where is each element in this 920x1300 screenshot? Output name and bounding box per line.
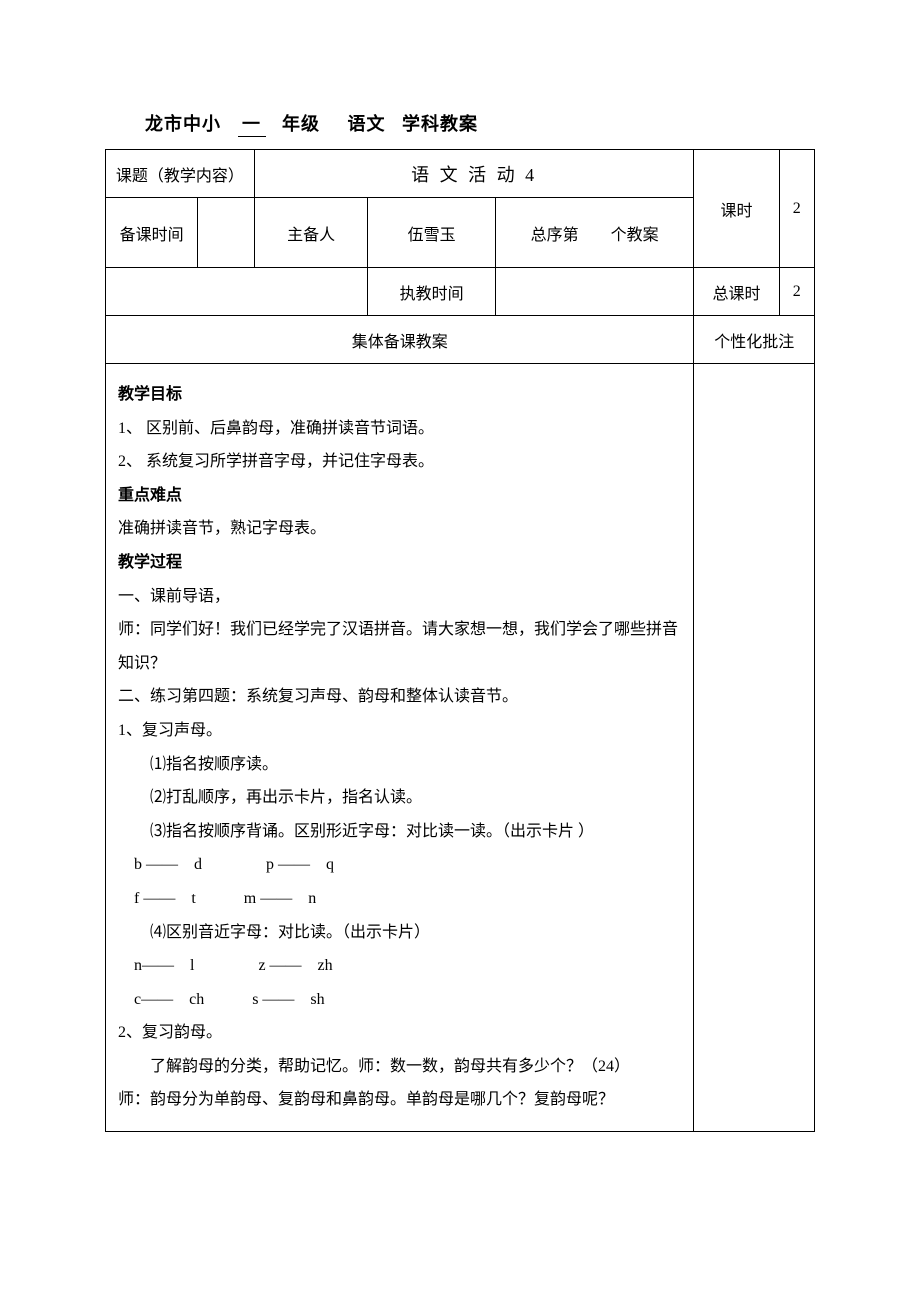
preparer-label: 主备人 (254, 198, 367, 268)
prep-time-value (198, 198, 255, 268)
topic-label: 课题（教学内容） (106, 150, 255, 198)
total-hours-value: 2 (779, 268, 814, 316)
content-line: ⑷区别音近字母：对比读。（出示卡片） (118, 916, 681, 950)
subject: 语文 (348, 114, 386, 134)
content-line: f —— t m —— n (118, 882, 681, 916)
content-line: c—— ch s —— sh (118, 983, 681, 1017)
content-line: 师：同学们好！我们已经学完了汉语拼音。请大家想一想，我们学会了哪些拼音知识？ (118, 613, 681, 680)
table-row: 课题（教学内容） 语 文 活 动 4 课时 2 (106, 150, 815, 198)
table-row: 教学目标 1、 区别前、后鼻韵母，准确拼读音节词语。 2、 系统复习所学拼音字母… (106, 364, 815, 1132)
prep-time-label: 备课时间 (106, 198, 198, 268)
content-line: ⑵打乱顺序，再出示卡片，指名认读。 (118, 781, 681, 815)
notes-label: 个性化批注 (694, 316, 815, 364)
teach-time-label: 执教时间 (368, 268, 496, 316)
table-row: 执教时间 总课时 2 (106, 268, 815, 316)
content-line: ⑶指名按顺序背诵。区别形近字母：对比读一读。（出示卡片 ） (118, 815, 681, 849)
lesson-content: 教学目标 1、 区别前、后鼻韵母，准确拼读音节词语。 2、 系统复习所学拼音字母… (106, 364, 694, 1132)
content-line: 了解韵母的分类，帮助记忆。师：数一数，韵母共有多少个？（24） (118, 1050, 681, 1084)
preparer-value: 伍雪玉 (368, 198, 496, 268)
goal-item: 2、 系统复习所学拼音字母，并记住字母表。 (118, 445, 681, 479)
title-mid: 年级 (282, 114, 320, 134)
content-line: b —— d p —— q (118, 848, 681, 882)
hours-label: 课时 (694, 150, 779, 268)
order-label: 总序第 个教案 (495, 198, 694, 268)
page-title: 龙市中小 一 年级 语文 学科教案 (105, 110, 815, 137)
content-line: 1、复习声母。 (118, 714, 681, 748)
content-line: ⑴指名按顺序读。 (118, 748, 681, 782)
content-line: 2、复习韵母。 (118, 1016, 681, 1050)
keypoints-text: 准确拼读音节，熟记字母表。 (118, 512, 681, 546)
hours-value: 2 (779, 150, 814, 268)
empty-cell (106, 268, 368, 316)
group-plan-label: 集体备课教案 (106, 316, 694, 364)
content-line: 一、课前导语， (118, 580, 681, 614)
title-prefix: 龙市中小 (145, 114, 221, 134)
content-line: 师：韵母分为单韵母、复韵母和鼻韵母。单韵母是哪几个？复韵母呢？ (118, 1083, 681, 1117)
process-heading: 教学过程 (118, 546, 681, 580)
content-line: 二、练习第四题：系统复习声母、韵母和整体认读音节。 (118, 680, 681, 714)
lesson-plan-table: 课题（教学内容） 语 文 活 动 4 课时 2 备课时间 主备人 伍雪玉 总序第… (105, 149, 815, 1132)
goal-item: 1、 区别前、后鼻韵母，准确拼读音节词语。 (118, 412, 681, 446)
goals-heading: 教学目标 (118, 378, 681, 412)
content-line: n—— l z —— zh (118, 949, 681, 983)
keypoints-heading: 重点难点 (118, 479, 681, 513)
topic-value: 语 文 活 动 4 (254, 150, 694, 198)
total-hours-label: 总课时 (694, 268, 779, 316)
title-suffix: 学科教案 (402, 114, 478, 134)
grade: 一 (238, 110, 266, 137)
teach-time-value (495, 268, 694, 316)
notes-cell (694, 364, 815, 1132)
table-row: 集体备课教案 个性化批注 (106, 316, 815, 364)
